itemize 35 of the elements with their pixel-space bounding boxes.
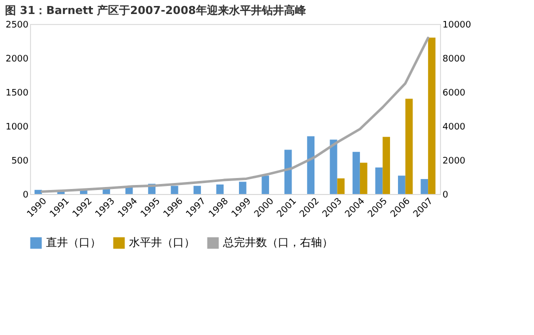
bar [262, 176, 270, 194]
legend-label: 水平井（口） [129, 236, 195, 249]
y-tick-label: 1500 [6, 88, 29, 98]
bar [34, 190, 42, 194]
y2-tick-label: 6000 [442, 88, 466, 98]
line-series [40, 36, 430, 193]
bar [238, 182, 246, 194]
y-tick-label: 500 [11, 156, 29, 166]
bar [216, 184, 224, 194]
bar [405, 98, 413, 194]
y2-tick-label: 2000 [442, 156, 466, 166]
bar [428, 38, 436, 194]
bar [307, 136, 314, 194]
y2-tick-label: 0 [442, 190, 448, 200]
bar [375, 167, 383, 194]
bar [194, 186, 201, 194]
bar [284, 150, 292, 194]
legend-label: 总完井数（口，右轴） [222, 236, 333, 249]
bar [330, 140, 338, 194]
y2-tick-label: 4000 [442, 122, 466, 132]
bar [170, 186, 178, 194]
y-tick-label: 2500 [6, 20, 29, 30]
legend-label: 直井（口） [46, 236, 101, 249]
bar [352, 152, 360, 194]
y-tick-label: 0 [22, 190, 29, 200]
y2-tick-label: 8000 [442, 54, 466, 64]
bar [337, 178, 345, 194]
y-tick-label: 2000 [6, 54, 29, 64]
y-tick-label: 1000 [6, 122, 29, 132]
bar [420, 179, 428, 194]
bar [398, 176, 406, 194]
bar [382, 136, 390, 194]
y2-tick-label: 10000 [442, 20, 472, 30]
chart-title: 图 31：Barnett 产区于2007-2008年迎来水平井钻井高峰 [5, 4, 307, 17]
bar [360, 162, 368, 194]
